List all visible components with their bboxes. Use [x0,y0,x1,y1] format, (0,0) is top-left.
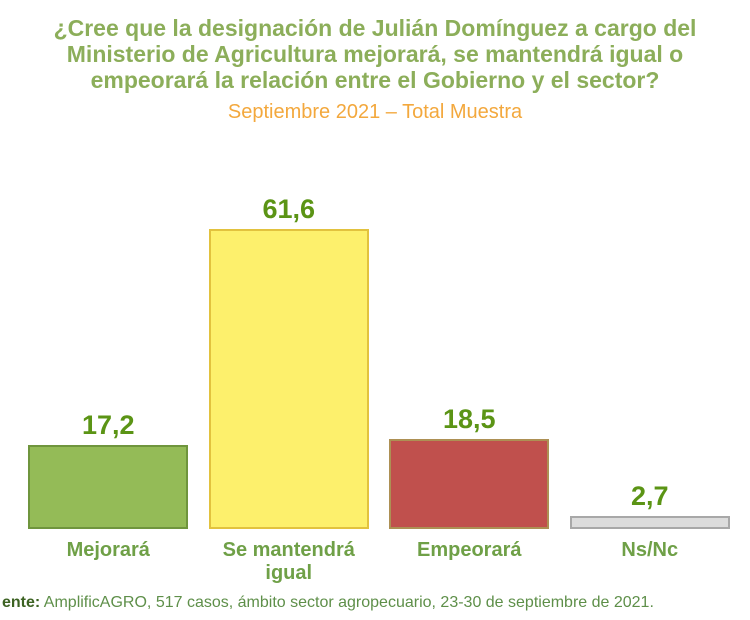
bar-mejorara [28,445,189,529]
category-label-ns-nc: Ns/Nc [621,539,679,561]
bar-value-label: 17,2 [81,410,135,440]
bar-column-empeorara: 18,5 [379,404,560,529]
chart-title: ¿Cree que la designación de Julián Domín… [0,0,750,93]
bar-column-ns-nc: 2,7 [560,481,741,529]
source-note: ente: AmplificAGRO, 517 casos, ámbito se… [2,593,654,612]
category-label-empeorara: Empeorará [417,539,522,561]
source-note-body: AmplificAGRO, 517 casos, ámbito sector a… [43,594,654,611]
category-label-mejorara: Mejorará [66,539,150,561]
chart-title-line-1: ¿Cree que la designación de Julián Domín… [53,15,697,41]
chart-subtitle: Septiembre 2021 – Total Muestra [227,101,523,123]
bar-column-mejorara: 17,2 [18,410,199,529]
bar-column-se-mantendra-igual: 61,6 [199,194,380,529]
bar-value-label: 2,7 [630,481,669,511]
bar-empeorara [389,439,550,529]
bar-ns-nc [569,516,730,529]
bar-value-label: 18,5 [442,404,496,434]
chart-title-line-2: Ministerio de Agricultura mejorará, se m… [66,41,684,67]
bar-chart: 17,2 61,6 18,5 2,7 [18,124,740,529]
chart-title-line-3: empeorará la relación entre el Gobierno … [90,67,660,93]
bar-se-mantendra-igual [208,229,369,529]
source-note-prefix: ente: [2,594,41,611]
category-label-se-mantendra-igual: Se mantendrá igual [222,539,355,584]
category-axis: Mejorará Se mantendrá igual Empeorará Ns/Nc [18,539,740,585]
bar-value-label: 61,6 [262,194,316,224]
